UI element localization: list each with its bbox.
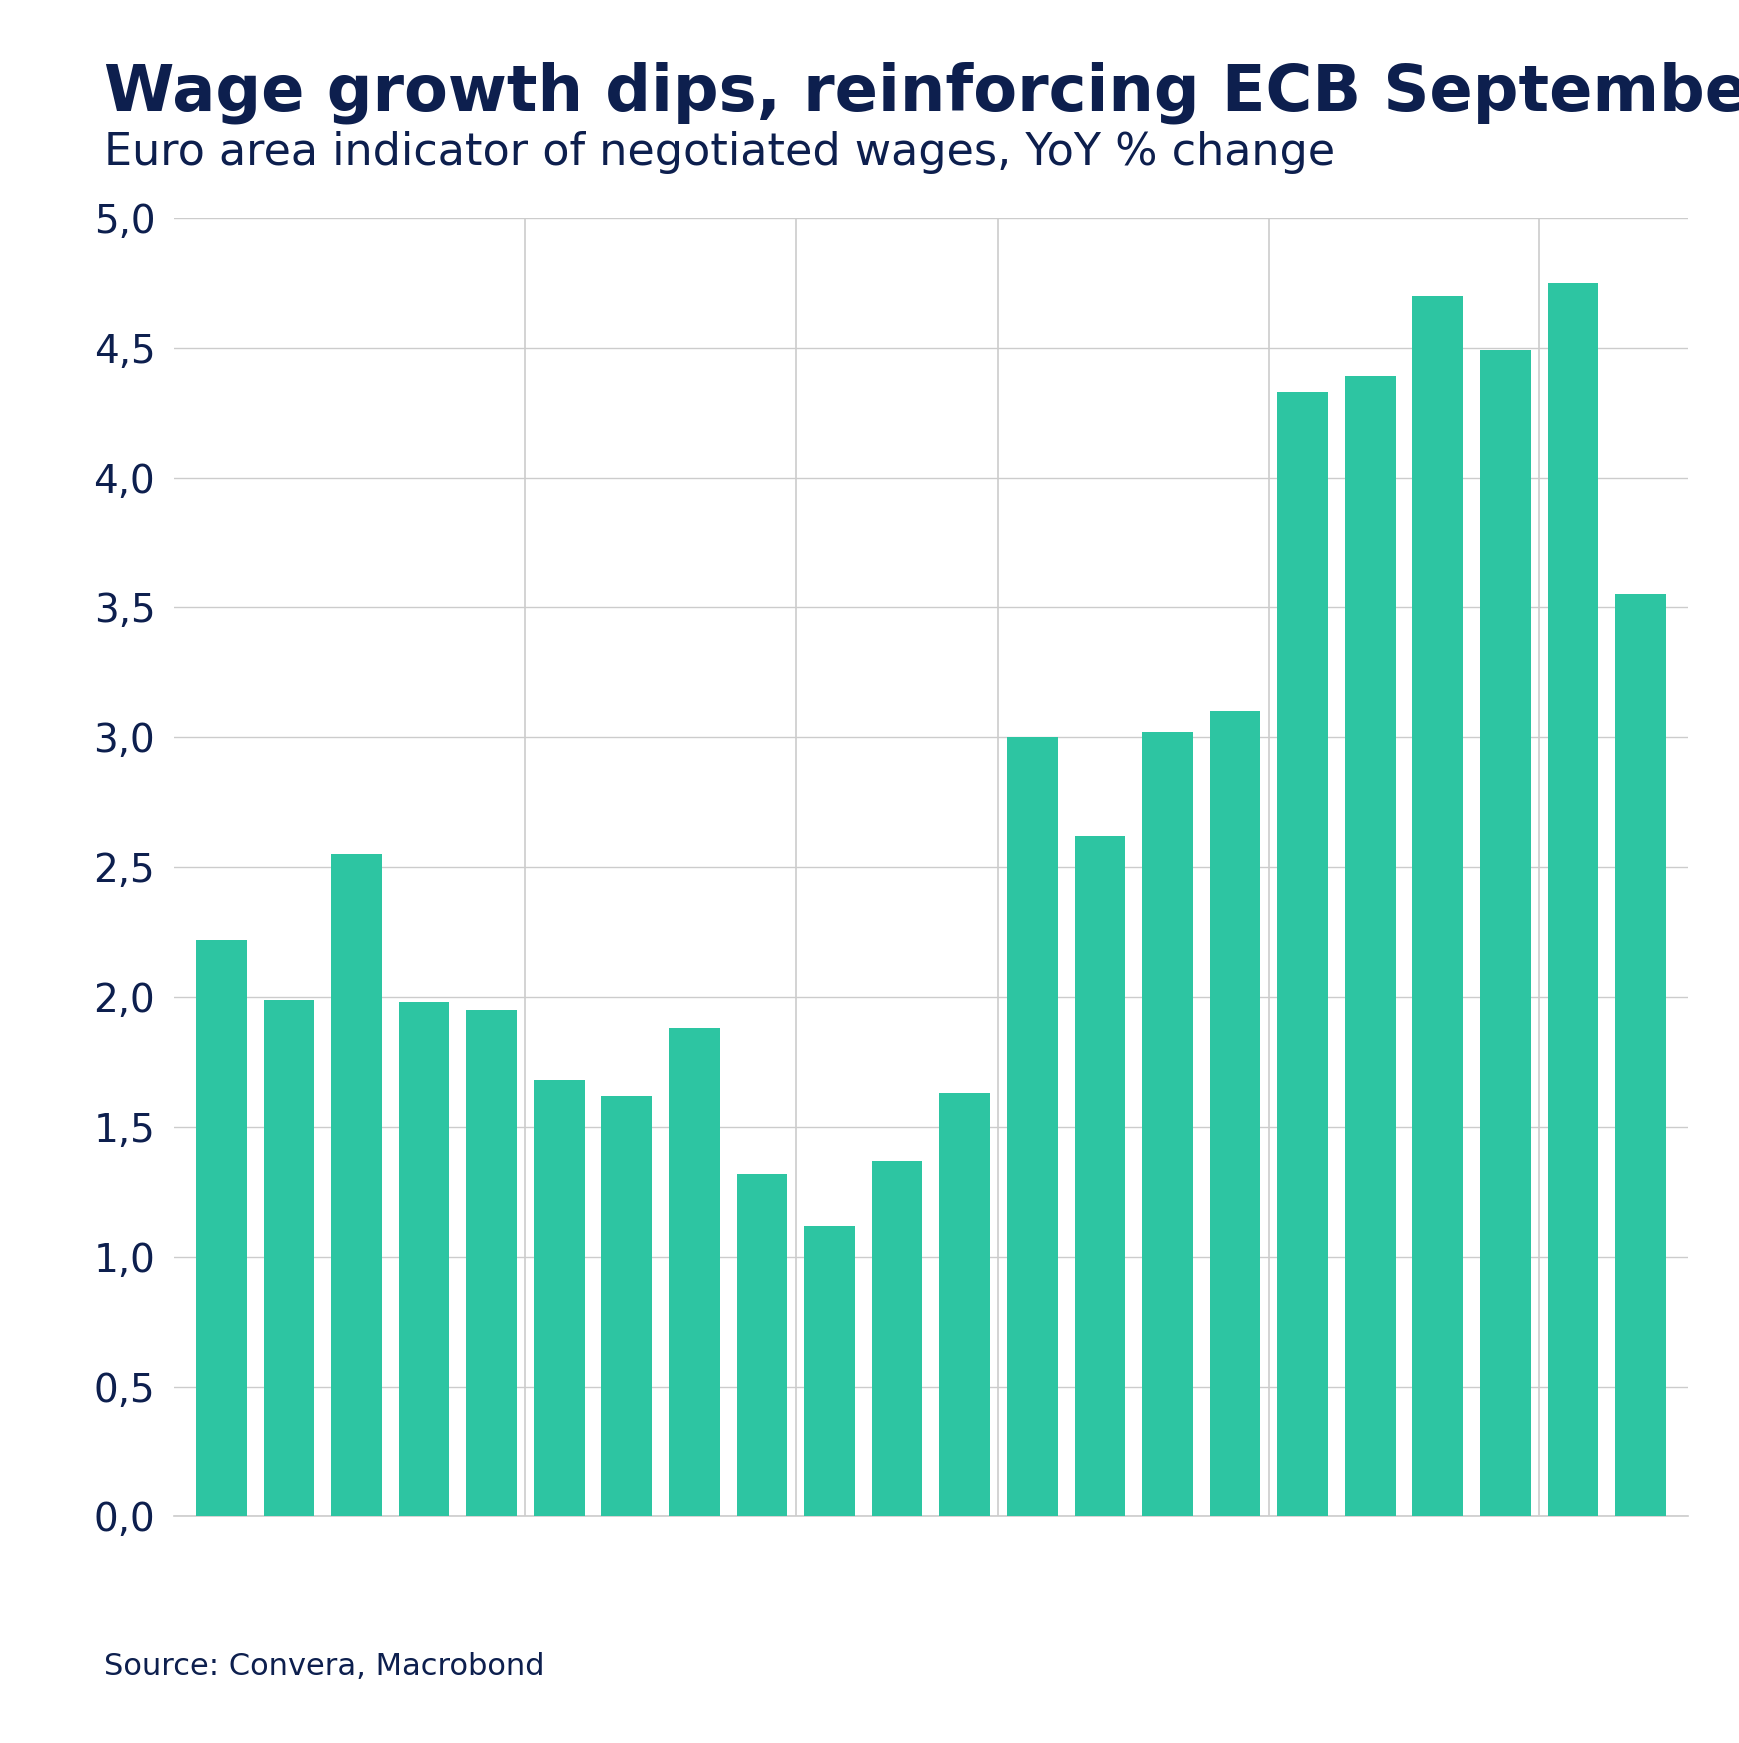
Bar (871, 1161, 922, 1516)
Bar (466, 1009, 516, 1516)
Text: Source: Convera, Macrobond: Source: Convera, Macrobond (104, 1652, 544, 1682)
Bar (1141, 732, 1193, 1516)
Bar (1075, 837, 1125, 1516)
Bar (1344, 376, 1395, 1516)
Bar (1209, 711, 1259, 1516)
Bar (736, 1173, 786, 1516)
Bar (263, 999, 315, 1516)
Bar (197, 939, 247, 1516)
Bar (330, 854, 381, 1516)
Bar (1546, 282, 1598, 1516)
Bar (1614, 594, 1664, 1516)
Bar (668, 1028, 720, 1516)
Bar (803, 1225, 854, 1516)
Bar (398, 1002, 449, 1516)
Bar (534, 1081, 584, 1516)
Text: Wage growth dips, reinforcing ECB September cut: Wage growth dips, reinforcing ECB Septem… (104, 61, 1739, 124)
Bar (939, 1093, 989, 1516)
Bar (1007, 737, 1057, 1516)
Bar (1412, 296, 1462, 1516)
Bar (1480, 350, 1530, 1516)
Text: Euro area indicator of negotiated wages, YoY % change: Euro area indicator of negotiated wages,… (104, 131, 1336, 174)
Bar (602, 1096, 652, 1516)
Bar (1276, 392, 1327, 1516)
